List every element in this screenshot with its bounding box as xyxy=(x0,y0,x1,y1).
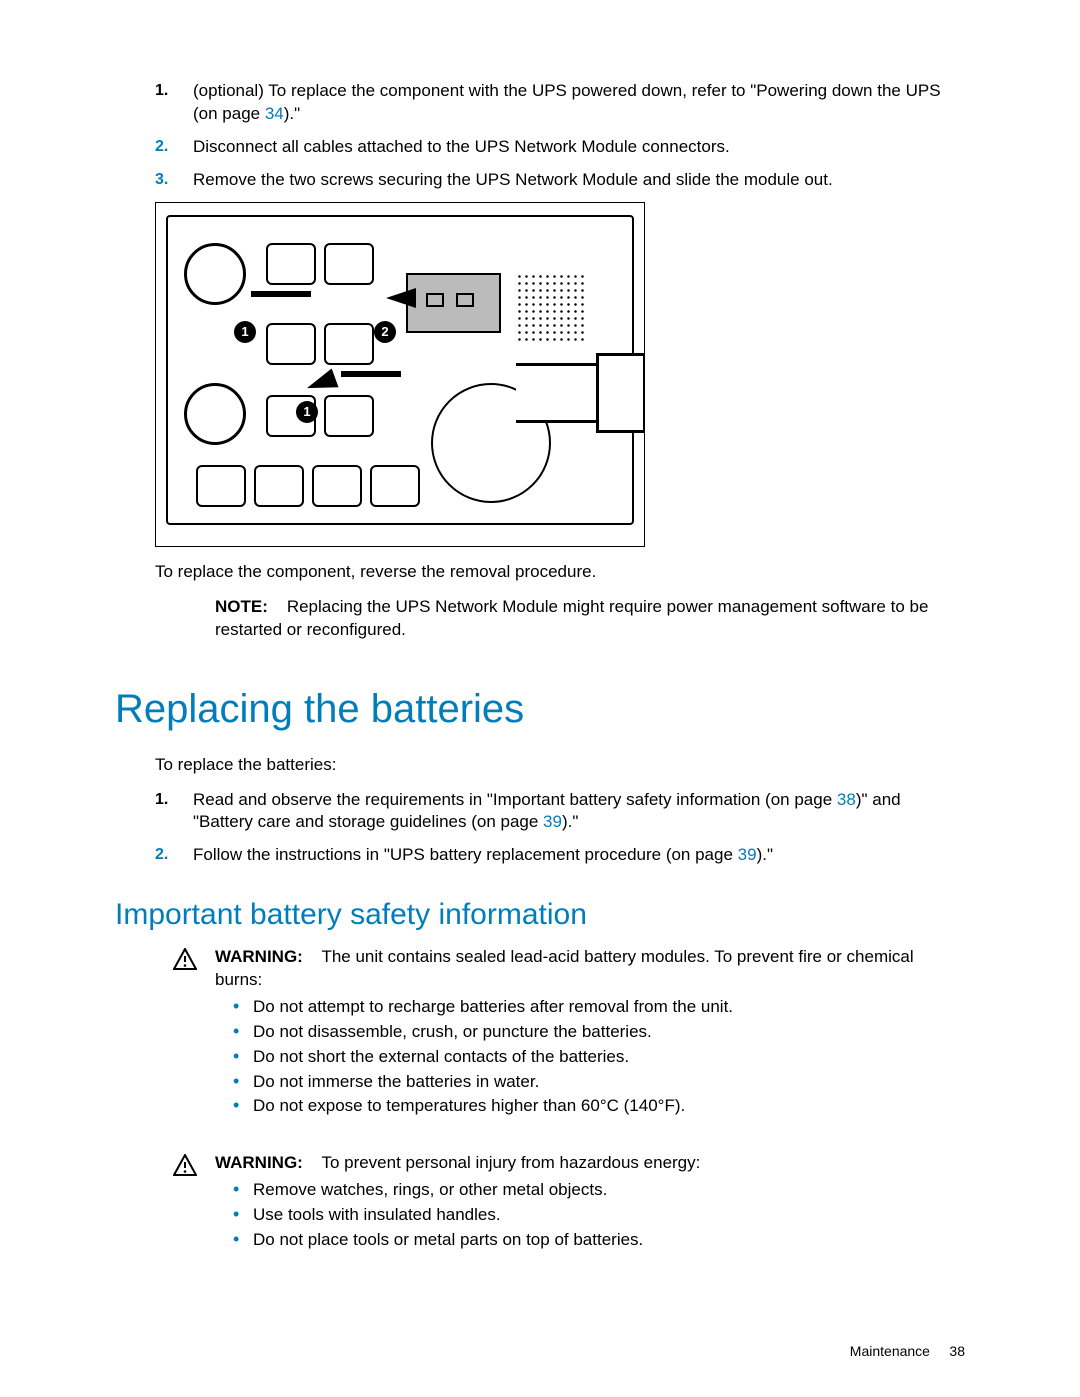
warning-label: WARNING: xyxy=(215,1153,303,1172)
heading-battery-safety: Important battery safety information xyxy=(115,895,965,936)
step-2: 2. Disconnect all cables attached to the… xyxy=(155,136,965,159)
step-text: (optional) To replace the component with… xyxy=(193,80,965,126)
warning-icon xyxy=(173,1152,215,1254)
step-text: Disconnect all cables attached to the UP… xyxy=(193,136,965,159)
warning-lead: The unit contains sealed lead-acid batte… xyxy=(215,947,914,989)
note-block: NOTE: Replacing the UPS Network Module m… xyxy=(215,596,955,642)
heading-replacing-batteries: Replacing the batteries xyxy=(115,682,965,736)
callout-1: 1 xyxy=(234,321,256,343)
note-text: Replacing the UPS Network Module might r… xyxy=(215,597,928,639)
step-number: 2. xyxy=(155,844,193,867)
footer-page-number: 38 xyxy=(949,1343,965,1359)
step-text: Read and observe the requirements in "Im… xyxy=(193,789,965,835)
intro-text: To replace the batteries: xyxy=(155,754,965,777)
battery-step-1: 1. Read and observe the requirements in … xyxy=(155,789,965,835)
step-number: 1. xyxy=(155,789,193,835)
callout-1b: 1 xyxy=(296,401,318,423)
footer-section: Maintenance xyxy=(850,1343,930,1359)
step-number: 2. xyxy=(155,136,193,159)
note-label: NOTE: xyxy=(215,597,268,616)
battery-step-2: 2. Follow the instructions in "UPS batte… xyxy=(155,844,965,867)
warning-icon xyxy=(173,946,215,1121)
page-link[interactable]: 34 xyxy=(265,104,284,123)
warning-lead: To prevent personal injury from hazardou… xyxy=(321,1153,700,1172)
warning-label: WARNING: xyxy=(215,947,303,966)
step-number: 1. xyxy=(155,80,193,126)
step-3: 3. Remove the two screws securing the UP… xyxy=(155,169,965,192)
callout-2: 2 xyxy=(374,321,396,343)
warning1-bullets: •Do not attempt to recharge batteries af… xyxy=(233,996,955,1119)
page-footer: Maintenance 38 xyxy=(850,1342,965,1361)
page-link[interactable]: 39 xyxy=(543,812,562,831)
step-1: 1. (optional) To replace the component w… xyxy=(155,80,965,126)
reverse-procedure-text: To replace the component, reverse the re… xyxy=(155,561,965,584)
warning2-bullets: •Remove watches, rings, or other metal o… xyxy=(233,1179,955,1252)
page-link[interactable]: 39 xyxy=(738,845,757,864)
ups-module-diagram: 1 2 1 xyxy=(155,202,645,547)
step-number: 3. xyxy=(155,169,193,192)
step-text: Follow the instructions in "UPS battery … xyxy=(193,844,965,867)
page-link[interactable]: 38 xyxy=(837,790,856,809)
page-content: 1. (optional) To replace the component w… xyxy=(0,0,1080,1300)
step-text: Remove the two screws securing the UPS N… xyxy=(193,169,965,192)
warning-block-2: WARNING: To prevent personal injury from… xyxy=(173,1152,955,1254)
warning-block-1: WARNING: The unit contains sealed lead-a… xyxy=(173,946,955,1121)
